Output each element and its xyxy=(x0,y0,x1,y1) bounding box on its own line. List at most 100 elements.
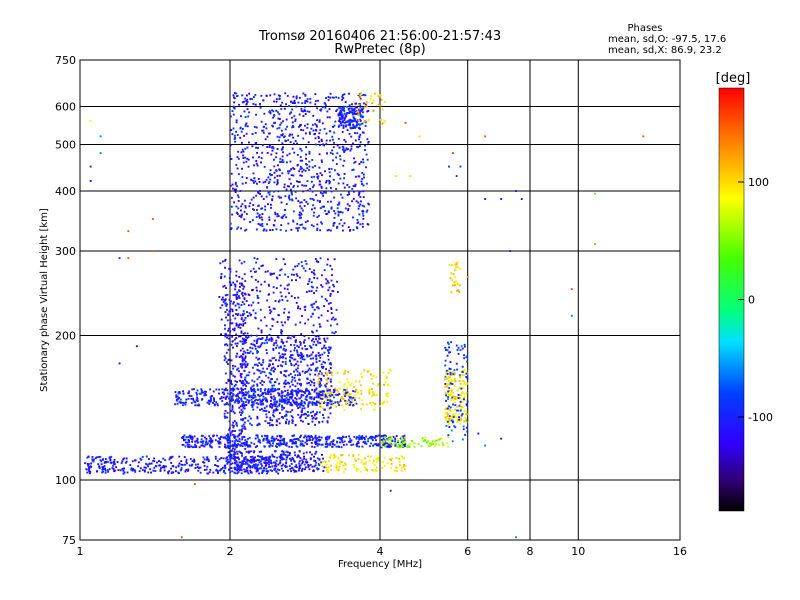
data-point xyxy=(324,298,327,301)
data-point xyxy=(368,370,371,373)
data-point xyxy=(283,183,286,186)
data-point xyxy=(255,286,258,289)
data-point xyxy=(357,113,360,116)
data-point xyxy=(240,318,243,321)
data-point xyxy=(356,110,359,113)
data-point xyxy=(365,442,368,445)
data-point xyxy=(241,445,244,447)
data-point xyxy=(245,450,248,453)
data-point xyxy=(249,346,252,349)
data-point xyxy=(230,463,232,466)
data-point xyxy=(272,224,275,226)
data-point xyxy=(330,441,333,443)
data-point xyxy=(231,462,234,465)
data-point xyxy=(319,325,322,328)
data-point xyxy=(356,132,359,135)
data-point xyxy=(308,439,310,442)
data-point xyxy=(84,462,87,465)
data-point xyxy=(271,406,273,409)
data-point xyxy=(256,350,259,352)
data-point xyxy=(233,385,236,387)
data-point xyxy=(345,436,348,438)
data-point xyxy=(296,401,298,404)
data-point xyxy=(277,417,280,420)
data-point xyxy=(422,440,425,442)
data-point xyxy=(284,209,287,211)
data-point xyxy=(232,94,235,97)
data-point xyxy=(289,410,292,413)
data-point xyxy=(421,437,424,440)
data-point xyxy=(300,207,303,210)
data-point xyxy=(260,408,263,410)
data-point xyxy=(336,226,338,229)
data-point xyxy=(332,439,335,442)
data-point xyxy=(258,357,261,360)
data-point xyxy=(346,129,349,131)
data-point xyxy=(316,277,319,280)
data-point xyxy=(293,184,295,187)
data-point xyxy=(244,147,247,150)
data-point xyxy=(237,200,240,202)
data-point xyxy=(233,459,236,462)
data-point xyxy=(221,400,224,402)
data-point xyxy=(268,380,271,383)
data-point xyxy=(351,111,354,114)
data-point xyxy=(246,98,249,101)
data-point xyxy=(188,443,191,446)
data-point xyxy=(235,337,238,339)
data-point xyxy=(259,388,262,390)
data-point xyxy=(358,163,361,165)
data-point xyxy=(320,159,323,162)
data-point xyxy=(353,161,356,164)
data-point xyxy=(229,456,232,459)
data-point xyxy=(244,439,247,441)
data-point xyxy=(357,207,360,210)
data-point xyxy=(424,436,427,439)
data-point xyxy=(275,424,278,426)
data-point xyxy=(403,457,405,460)
data-point xyxy=(328,179,330,182)
data-point xyxy=(272,286,275,289)
data-point xyxy=(354,132,356,134)
data-point xyxy=(329,399,331,402)
data-point xyxy=(312,129,315,132)
data-point xyxy=(300,399,303,402)
data-point xyxy=(335,110,338,112)
data-point xyxy=(244,379,247,382)
data-point xyxy=(291,395,293,398)
data-point xyxy=(223,355,226,358)
data-point xyxy=(327,99,330,102)
data-point xyxy=(194,463,197,466)
data-point xyxy=(263,228,266,231)
data-point xyxy=(230,343,233,346)
data-point xyxy=(372,436,375,439)
data-point xyxy=(283,370,286,372)
data-point xyxy=(302,168,305,171)
data-point xyxy=(310,364,313,366)
data-point xyxy=(311,159,314,161)
data-point xyxy=(312,437,315,440)
data-point xyxy=(240,465,243,467)
data-point xyxy=(359,384,362,387)
data-point xyxy=(363,106,366,109)
data-point xyxy=(317,335,320,338)
data-point xyxy=(277,388,279,391)
data-point xyxy=(234,191,237,194)
data-point xyxy=(279,457,282,460)
data-point xyxy=(249,445,252,448)
data-point xyxy=(240,380,243,383)
data-point xyxy=(266,422,269,424)
data-point xyxy=(368,392,371,395)
data-point xyxy=(341,398,343,401)
data-point xyxy=(112,468,115,470)
data-point xyxy=(368,388,371,391)
data-point xyxy=(309,463,312,466)
y-tick-label: 600 xyxy=(55,101,76,114)
data-point xyxy=(313,441,316,444)
data-point xyxy=(354,139,357,142)
data-point xyxy=(257,223,260,225)
data-point xyxy=(329,395,332,398)
data-point xyxy=(260,394,263,397)
data-point xyxy=(277,195,280,198)
data-point xyxy=(311,436,314,439)
